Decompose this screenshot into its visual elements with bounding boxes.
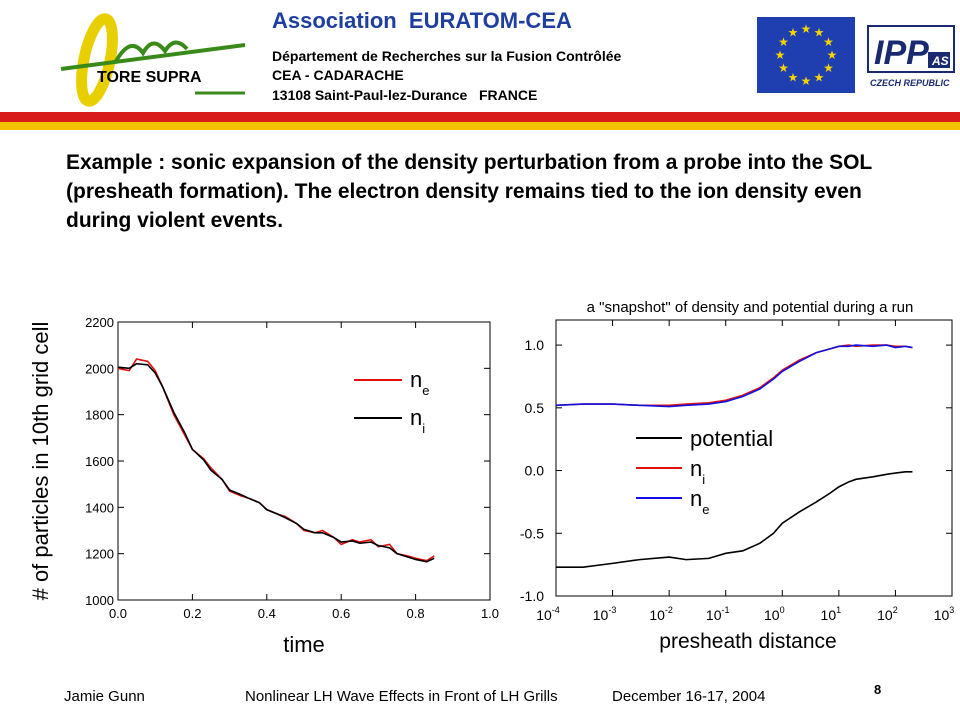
y-tick-label: -0.5 bbox=[520, 525, 544, 541]
legend-label-potential: potential bbox=[690, 426, 773, 451]
eu-star-icon: ★ bbox=[788, 71, 799, 85]
eu-flag: ★ ★ ★ ★ ★ ★ ★ ★ ★ ★ ★ ★ bbox=[757, 17, 855, 93]
x-tick-label: 103 bbox=[934, 605, 955, 623]
chart-particles-vs-time: 0.0 0.2 0.4 0.6 0.8 1.0 1000 1200 1400 1600 1800 20… bbox=[28, 315, 499, 657]
x-tick-label: 1.0 bbox=[481, 606, 499, 621]
tore-supra-logo-graphic bbox=[60, 13, 246, 107]
y-tick-label: 2000 bbox=[85, 361, 114, 376]
y-tick-label: 1000 bbox=[85, 593, 114, 608]
series-line-ni bbox=[555, 344, 913, 407]
x-tick-label: 0.8 bbox=[407, 606, 425, 621]
y-tick-label: 1400 bbox=[85, 500, 114, 515]
header-department: Département de Recherches sur la Fusion … bbox=[272, 48, 622, 64]
footer-author: Jamie Gunn bbox=[64, 688, 145, 705]
ipp-logo: IPP AS CZECH REPUBLIC bbox=[866, 22, 956, 92]
ipp-logo-text: IPP bbox=[874, 34, 929, 72]
header-site: CEA - CADARACHE bbox=[272, 67, 404, 83]
y-tick-label: -1.0 bbox=[520, 588, 544, 604]
plot-frame bbox=[555, 319, 953, 597]
series-line-ne bbox=[117, 358, 435, 562]
eu-star-icon: ★ bbox=[827, 48, 838, 62]
y-tick-label: 1200 bbox=[85, 547, 114, 562]
eu-star-icon: ★ bbox=[801, 74, 812, 88]
ipp-country: CZECH REPUBLIC bbox=[870, 78, 950, 88]
x-tick-label: 0.2 bbox=[183, 606, 201, 621]
chart-density-potential-snapshot: a "snapshot" of density and potential du… bbox=[520, 299, 955, 653]
footer-talk-title: Nonlinear LH Wave Effects in Front of LH… bbox=[245, 688, 558, 705]
x-tick-label: 101 bbox=[821, 605, 842, 623]
ipp-logo-sub: AS bbox=[931, 54, 949, 68]
y-tick-label: 2200 bbox=[85, 315, 114, 330]
header-stripe-red bbox=[0, 112, 960, 122]
x-tick-label: 102 bbox=[877, 605, 898, 623]
eu-flag-graphic: ★★★★★★★★★ ★ ★★ bbox=[757, 17, 855, 93]
legend-label-ne: ne bbox=[410, 367, 429, 398]
slide-headline: Example : sonic expansion of the density… bbox=[66, 151, 872, 232]
series-line-ne bbox=[555, 344, 913, 408]
legend-label-ne: ne bbox=[690, 486, 709, 517]
page-number: 8 bbox=[874, 682, 882, 697]
series-line-potential bbox=[556, 471, 913, 568]
x-axis-label: presheath distance bbox=[659, 630, 836, 653]
eu-star-icon: ★ bbox=[814, 25, 825, 39]
eu-star-icon: ★ bbox=[775, 48, 786, 62]
y-tick-label: 0.5 bbox=[525, 400, 545, 416]
eu-star-icon: ★ bbox=[778, 61, 789, 75]
eu-star-icon: ★ bbox=[823, 35, 834, 49]
y-tick-label: 0.0 bbox=[525, 463, 545, 479]
x-axis-label: time bbox=[283, 632, 325, 657]
chart-title: a "snapshot" of density and potential du… bbox=[587, 299, 914, 316]
header-address: 13108 Saint-Paul-lez-Durance FRANCE bbox=[272, 87, 538, 103]
series-line-ni bbox=[117, 362, 435, 563]
logo-text: TORE SUPRA bbox=[97, 69, 202, 86]
legend-label-ni: ni bbox=[690, 456, 705, 487]
x-tick-label: 100 bbox=[764, 605, 785, 623]
x-tick-label: 10-1 bbox=[706, 605, 730, 623]
y-tick-label: 1600 bbox=[85, 454, 114, 469]
header-title: Association EURATOM-CEA bbox=[272, 8, 572, 33]
x-tick-label: 0.4 bbox=[258, 606, 276, 621]
y-tick-label: 1.0 bbox=[525, 337, 545, 353]
footer-date: December 16-17, 2004 bbox=[612, 688, 766, 705]
x-tick-label: 10-3 bbox=[593, 605, 617, 623]
eu-star-icon: ★ bbox=[814, 71, 825, 85]
eu-star-icon: ★ bbox=[788, 25, 799, 39]
x-tick-label: 0.6 bbox=[332, 606, 350, 621]
legend-label-ni: ni bbox=[410, 405, 425, 436]
ipp-logo-graphic: IPP AS CZECH REPUBLIC bbox=[867, 25, 955, 88]
header-stripe-yellow bbox=[0, 122, 960, 130]
y-axis-label: # of particles in 10th grid cell bbox=[28, 322, 53, 601]
eu-star-icon: ★ bbox=[801, 22, 812, 36]
eu-star-icon: ★ bbox=[778, 35, 789, 49]
x-tick-label: 10-4 bbox=[536, 605, 560, 623]
x-tick-label: 0.0 bbox=[109, 606, 127, 621]
eu-star-icon: ★ bbox=[823, 61, 834, 75]
y-tick-label: 1800 bbox=[85, 408, 114, 423]
tore-supra-logo: TORE SUPRA bbox=[55, 5, 246, 110]
x-tick-label: 10-2 bbox=[649, 605, 673, 623]
